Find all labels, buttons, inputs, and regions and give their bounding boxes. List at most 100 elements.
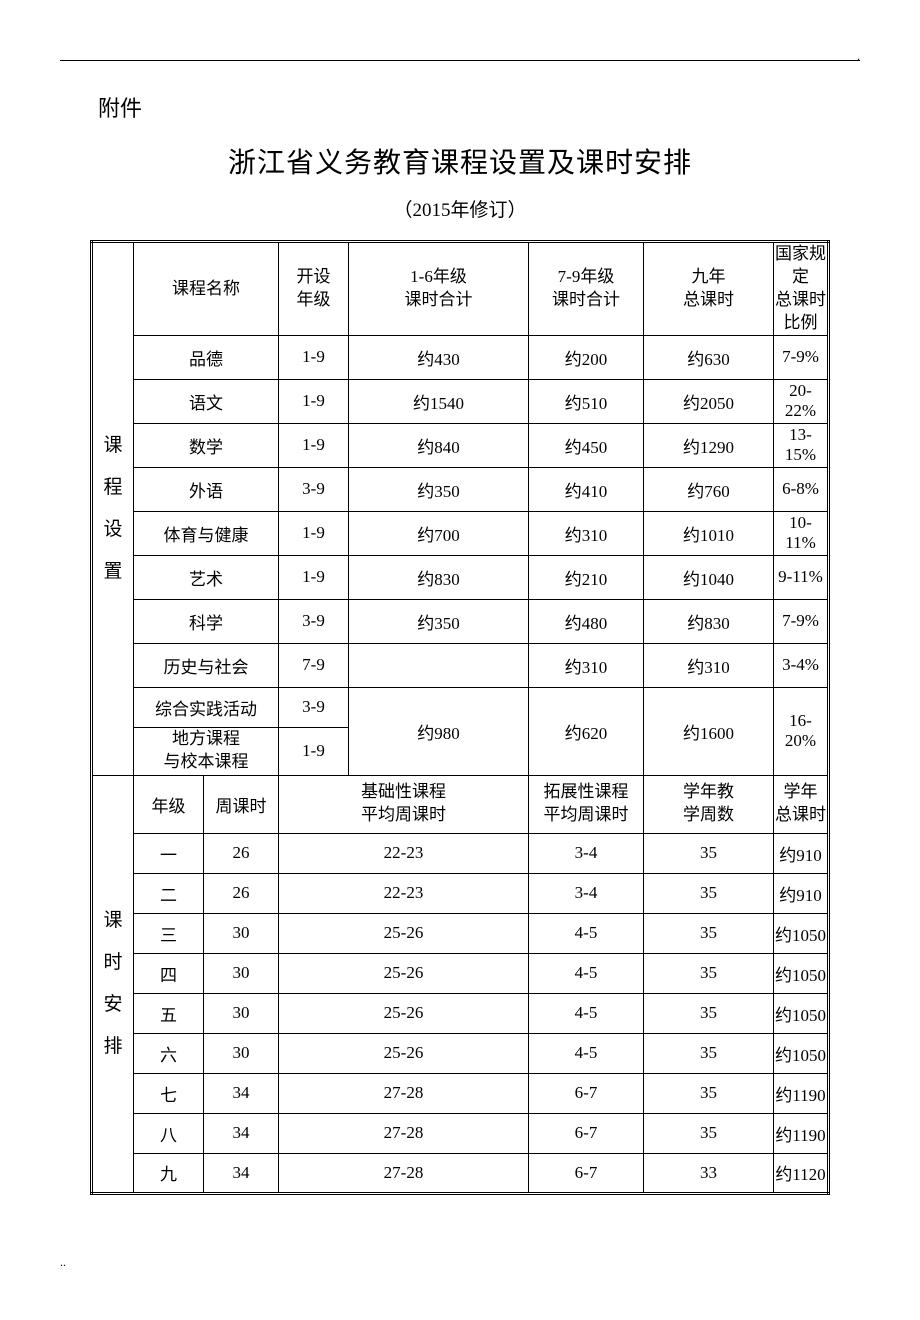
- cell-ext: 4-5: [529, 1033, 644, 1073]
- cell-total: 约1050: [774, 953, 829, 993]
- cell-grade: 一: [134, 833, 204, 873]
- cell-basic: 25-26: [279, 993, 529, 1033]
- cell-ratio: 6-8%: [774, 467, 829, 511]
- section1-vertical-label: 课 程 设 置: [92, 242, 134, 776]
- vlabel-char: 置: [93, 551, 133, 593]
- cell-t9: 约830: [644, 599, 774, 643]
- cell-total: 约1050: [774, 913, 829, 953]
- document-subtitle: （2015年修订）: [60, 195, 860, 222]
- document-page: . 附件 浙江省义务教育课程设置及课时安排 （2015年修订） 课 程 设 置 …: [0, 0, 920, 1320]
- cell-weeks: 35: [644, 1113, 774, 1153]
- cell-grades: 1-9: [279, 511, 349, 555]
- cell-weeks: 33: [644, 1153, 774, 1193]
- top-horizontal-rule: .: [60, 60, 860, 61]
- cell-week: 34: [204, 1113, 279, 1153]
- cell-name: 地方课程 与校本课程: [134, 727, 279, 775]
- cell-grades: 1-9: [279, 423, 349, 467]
- cell-weeks: 35: [644, 913, 774, 953]
- cell-ratio: 9-11%: [774, 555, 829, 599]
- curriculum-table: 课 程 设 置 课程名称 开设年级 1-6年级课时合计 7-9年级课时合计 九年…: [90, 240, 830, 1195]
- table-row: 六 30 25-26 4-5 35 约1050: [92, 1033, 829, 1073]
- cell-ratio: 20-22%: [774, 379, 829, 423]
- cell-ratio: 7-9%: [774, 599, 829, 643]
- cell-week: 34: [204, 1073, 279, 1113]
- vlabel-char: 课: [93, 425, 133, 467]
- cell-grade: 八: [134, 1113, 204, 1153]
- cell-weeks: 35: [644, 833, 774, 873]
- cell-name: 语文: [134, 379, 279, 423]
- cell-ext: 4-5: [529, 993, 644, 1033]
- table-row: 综合实践活动 3-9 约980 约620 约1600 16-20%: [92, 687, 829, 727]
- table-row: 八 34 27-28 6-7 35 约1190: [92, 1113, 829, 1153]
- cell-grade: 四: [134, 953, 204, 993]
- cell-ratio: 10-11%: [774, 511, 829, 555]
- cell-basic: 27-28: [279, 1153, 529, 1193]
- cell-grade: 五: [134, 993, 204, 1033]
- cell-week: 30: [204, 1033, 279, 1073]
- cell-h79: 约200: [529, 335, 644, 379]
- cell-h16: 约840: [349, 423, 529, 467]
- header-dot: .: [857, 49, 860, 64]
- cell-h16: 约830: [349, 555, 529, 599]
- vlabel-char: 设: [93, 509, 133, 551]
- cell-ratio: 3-4%: [774, 643, 829, 687]
- cell-basic: 27-28: [279, 1113, 529, 1153]
- cell-t9: 约760: [644, 467, 774, 511]
- cell-h79: 约450: [529, 423, 644, 467]
- cell-total: 约910: [774, 873, 829, 913]
- cell-basic: 25-26: [279, 913, 529, 953]
- cell-basic: 25-26: [279, 1033, 529, 1073]
- footer-dots: ..: [60, 1255, 860, 1270]
- table-row: 二 26 22-23 3-4 35 约910: [92, 873, 829, 913]
- cell-h16: 约980: [349, 687, 529, 775]
- cell-t9: 约1600: [644, 687, 774, 775]
- cell-t9: 约310: [644, 643, 774, 687]
- cell-grades: 3-9: [279, 599, 349, 643]
- col-header-total9: 九年总课时: [644, 242, 774, 336]
- cell-grades: 1-9: [279, 379, 349, 423]
- table-row: 数学 1-9 约840 约450 约1290 13-15%: [92, 423, 829, 467]
- cell-grades: 1-9: [279, 555, 349, 599]
- cell-t9: 约1010: [644, 511, 774, 555]
- section2-vertical-label: 课 时 安 排: [92, 775, 134, 1193]
- text-line: 地方课程: [172, 729, 240, 748]
- cell-grade: 七: [134, 1073, 204, 1113]
- cell-week: 34: [204, 1153, 279, 1193]
- table-row: 历史与社会 7-9 约310 约310 3-4%: [92, 643, 829, 687]
- cell-ratio: 7-9%: [774, 335, 829, 379]
- cell-t9: 约2050: [644, 379, 774, 423]
- cell-weeks: 35: [644, 953, 774, 993]
- cell-week: 30: [204, 953, 279, 993]
- cell-grade: 六: [134, 1033, 204, 1073]
- cell-grades: 7-9: [279, 643, 349, 687]
- cell-weeks: 35: [644, 1033, 774, 1073]
- cell-total: 约1050: [774, 1033, 829, 1073]
- cell-name: 科学: [134, 599, 279, 643]
- cell-h79: 约480: [529, 599, 644, 643]
- cell-ext: 3-4: [529, 873, 644, 913]
- cell-total: 约1120: [774, 1153, 829, 1193]
- col-header-weeks: 学年教学周数: [644, 775, 774, 833]
- table-row: 一 26 22-23 3-4 35 约910: [92, 833, 829, 873]
- cell-grade: 九: [134, 1153, 204, 1193]
- cell-t9: 约1290: [644, 423, 774, 467]
- cell-total: 约1190: [774, 1113, 829, 1153]
- col-header-name: 课程名称: [134, 242, 279, 336]
- cell-total: 约1050: [774, 993, 829, 1033]
- cell-basic: 27-28: [279, 1073, 529, 1113]
- cell-weeks: 35: [644, 993, 774, 1033]
- cell-name: 历史与社会: [134, 643, 279, 687]
- vlabel-char: 排: [93, 1026, 133, 1068]
- cell-grades: 1-9: [279, 727, 349, 775]
- cell-h79: 约510: [529, 379, 644, 423]
- cell-ratio: 13-15%: [774, 423, 829, 467]
- table-row: 体育与健康 1-9 约700 约310 约1010 10-11%: [92, 511, 829, 555]
- cell-h79: 约310: [529, 643, 644, 687]
- cell-ext: 6-7: [529, 1153, 644, 1193]
- table-row: 语文 1-9 约1540 约510 约2050 20-22%: [92, 379, 829, 423]
- cell-h16: [349, 643, 529, 687]
- table-row: 四 30 25-26 4-5 35 约1050: [92, 953, 829, 993]
- col-header-79: 7-9年级课时合计: [529, 242, 644, 336]
- cell-t9: 约630: [644, 335, 774, 379]
- attachment-prefix: 附件: [98, 91, 860, 123]
